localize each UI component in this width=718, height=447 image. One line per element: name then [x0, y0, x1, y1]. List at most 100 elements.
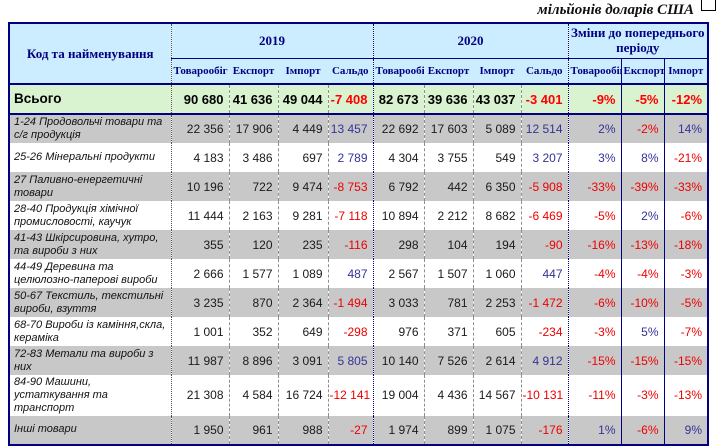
sub-column-header: Товарообіг	[170, 58, 229, 84]
category-row: 28-40 Продукція хімічної промисловості, …	[9, 201, 709, 230]
cell-change-export: 2%	[620, 201, 664, 230]
cell-change-turnover: -16%	[567, 230, 621, 259]
cell-2019-turnover: 22 356	[170, 114, 229, 143]
cell-change-import: -3%	[663, 259, 709, 288]
cell-change-turnover: -15%	[567, 346, 621, 375]
sub-column-header: Імпорт	[278, 58, 328, 84]
cell-change-export: -6%	[620, 415, 664, 445]
sub-column-header: Товарообіг	[567, 58, 621, 84]
cell-2020-import: 5 089	[472, 114, 521, 143]
category-row: 84-90 Машини, устаткування та транспорт 2…	[9, 375, 709, 416]
cell-2020-import: 605	[472, 317, 521, 346]
cell-2020-import: 1 075	[472, 415, 521, 445]
cell-change-turnover: -6%	[567, 288, 621, 317]
cell-2020-export: 371	[423, 317, 473, 346]
category-label: 72-83 Метали та вироби з них	[14, 347, 154, 373]
cell-change-import: -21%	[663, 143, 709, 172]
cell-2019-import: 649	[277, 317, 328, 346]
cell-2020-balance: 4 912	[520, 346, 568, 375]
cell-change-export: -15%	[620, 346, 664, 375]
category-row: 25-26 Мінеральні продукти 4 183 3 486 697 2 …	[9, 143, 709, 172]
cell-2020-export: 104	[423, 230, 473, 259]
cell-2020-turnover: 82 673	[372, 84, 424, 114]
cell-2020-balance: 447	[520, 259, 568, 288]
category-row: 27 Паливно-енергетичні товари 10 196 722 9 …	[9, 172, 709, 201]
trade-statistics-table: Код та найменування 2019 2020 Зміни до попе…	[8, 22, 710, 446]
cell-2020-balance: -10 131	[520, 375, 568, 416]
sub-column-header: Сальдо	[521, 58, 568, 84]
cell-2019-balance: -27	[327, 415, 373, 445]
cell-change-import: -5%	[663, 288, 709, 317]
cell-2020-turnover: 6 792	[372, 172, 424, 201]
sub-column-header: Імпорт	[663, 58, 709, 84]
cell-2020-export: 4 436	[423, 375, 473, 416]
cell-2020-balance: -1 472	[520, 288, 568, 317]
cell-2019-export: 41 636	[228, 84, 278, 114]
category-row: 41-43 Шкірсировина, хутро, та вироби з н…	[9, 230, 709, 259]
cell-change-turnover: -4%	[567, 259, 621, 288]
cell-2020-turnover: 976	[372, 317, 424, 346]
cell-2020-export: 3 755	[423, 143, 473, 172]
cell-2019-import: 3 091	[277, 346, 328, 375]
cell-2019-turnover: 1 950	[170, 415, 229, 445]
cell-2020-import: 14 567	[472, 375, 521, 416]
sub-column-header: Експорт	[229, 58, 278, 84]
table-body: Всього 90 680 41 636 49 044 -7 408 82 673 39 6…	[9, 84, 709, 445]
cell-2019-import: 1 089	[277, 259, 328, 288]
cell-2019-import: 2 364	[277, 288, 328, 317]
cell-2019-balance: 5 805	[327, 346, 373, 375]
category-label: 27 Паливно-енергетичні товари	[14, 173, 143, 199]
sub-column-header: Експорт	[424, 58, 473, 84]
cell-2019-import: 9 281	[277, 201, 328, 230]
cell-2020-import: 549	[472, 143, 521, 172]
table-header: Код та найменування 2019 2020 Зміни до попе…	[9, 23, 709, 84]
cell-2019-import: 16 724	[277, 375, 328, 416]
cell-2019-balance: -7 408	[327, 84, 373, 114]
cell-2019-turnover: 2 666	[170, 259, 229, 288]
cell-2020-export: 781	[423, 288, 473, 317]
cell-2019-import: 697	[277, 143, 328, 172]
cell-2020-import: 6 350	[472, 172, 521, 201]
cell-2019-turnover: 3 235	[170, 288, 229, 317]
cell-change-import: 14%	[663, 114, 709, 143]
cell-change-import: -7%	[663, 317, 709, 346]
cell-change-turnover: -3%	[567, 317, 621, 346]
category-label: 41-43 Шкірсировина, хутро, та вироби з н…	[14, 231, 159, 257]
column-header-name: Код та найменування	[9, 23, 171, 84]
cell-2019-balance: -8 753	[327, 172, 373, 201]
cell-change-export: 5%	[620, 317, 664, 346]
cell-2019-export: 17 906	[228, 114, 278, 143]
cell-2019-import: 235	[277, 230, 328, 259]
cell-change-import: -18%	[663, 230, 709, 259]
cell-change-turnover: 2%	[567, 114, 621, 143]
cell-2020-export: 442	[423, 172, 473, 201]
cell-change-export: -5%	[620, 84, 664, 114]
cell-2019-export: 961	[228, 415, 278, 445]
cell-change-import: -15%	[663, 346, 709, 375]
total-row: Всього 90 680 41 636 49 044 -7 408 82 673 39 6…	[9, 84, 709, 114]
category-label: 68-70 Вироби із каміння,скла, кераміка	[14, 318, 166, 344]
category-label: 1-24 Продовольчі товари та с/г продукція	[14, 116, 163, 141]
cell-2020-import: 8 682	[472, 201, 521, 230]
cell-2019-import: 988	[277, 415, 328, 445]
cell-2020-turnover: 22 692	[372, 114, 424, 143]
cell-change-import: -33%	[663, 172, 709, 201]
group-header-2020: 2020	[372, 23, 568, 59]
cell-2019-turnover: 11 444	[170, 201, 229, 230]
cell-2019-balance: -12 141	[327, 375, 373, 416]
cell-2019-turnover: 11 987	[170, 346, 229, 375]
cell-2020-turnover: 10 894	[372, 201, 424, 230]
cell-2019-import: 4 449	[277, 114, 328, 143]
cell-2020-balance: -176	[520, 415, 568, 445]
cell-2019-turnover: 4 183	[170, 143, 229, 172]
window-corner-artifact	[701, 0, 716, 11]
cell-2020-export: 7 526	[423, 346, 473, 375]
cell-2020-import: 194	[472, 230, 521, 259]
sub-column-header: Експорт	[620, 58, 664, 84]
cell-2020-balance: -234	[520, 317, 568, 346]
sub-column-header: Імпорт	[473, 58, 521, 84]
cell-2020-turnover: 3 033	[372, 288, 424, 317]
cell-2019-balance: 487	[327, 259, 373, 288]
cell-change-import: 9%	[663, 415, 709, 445]
